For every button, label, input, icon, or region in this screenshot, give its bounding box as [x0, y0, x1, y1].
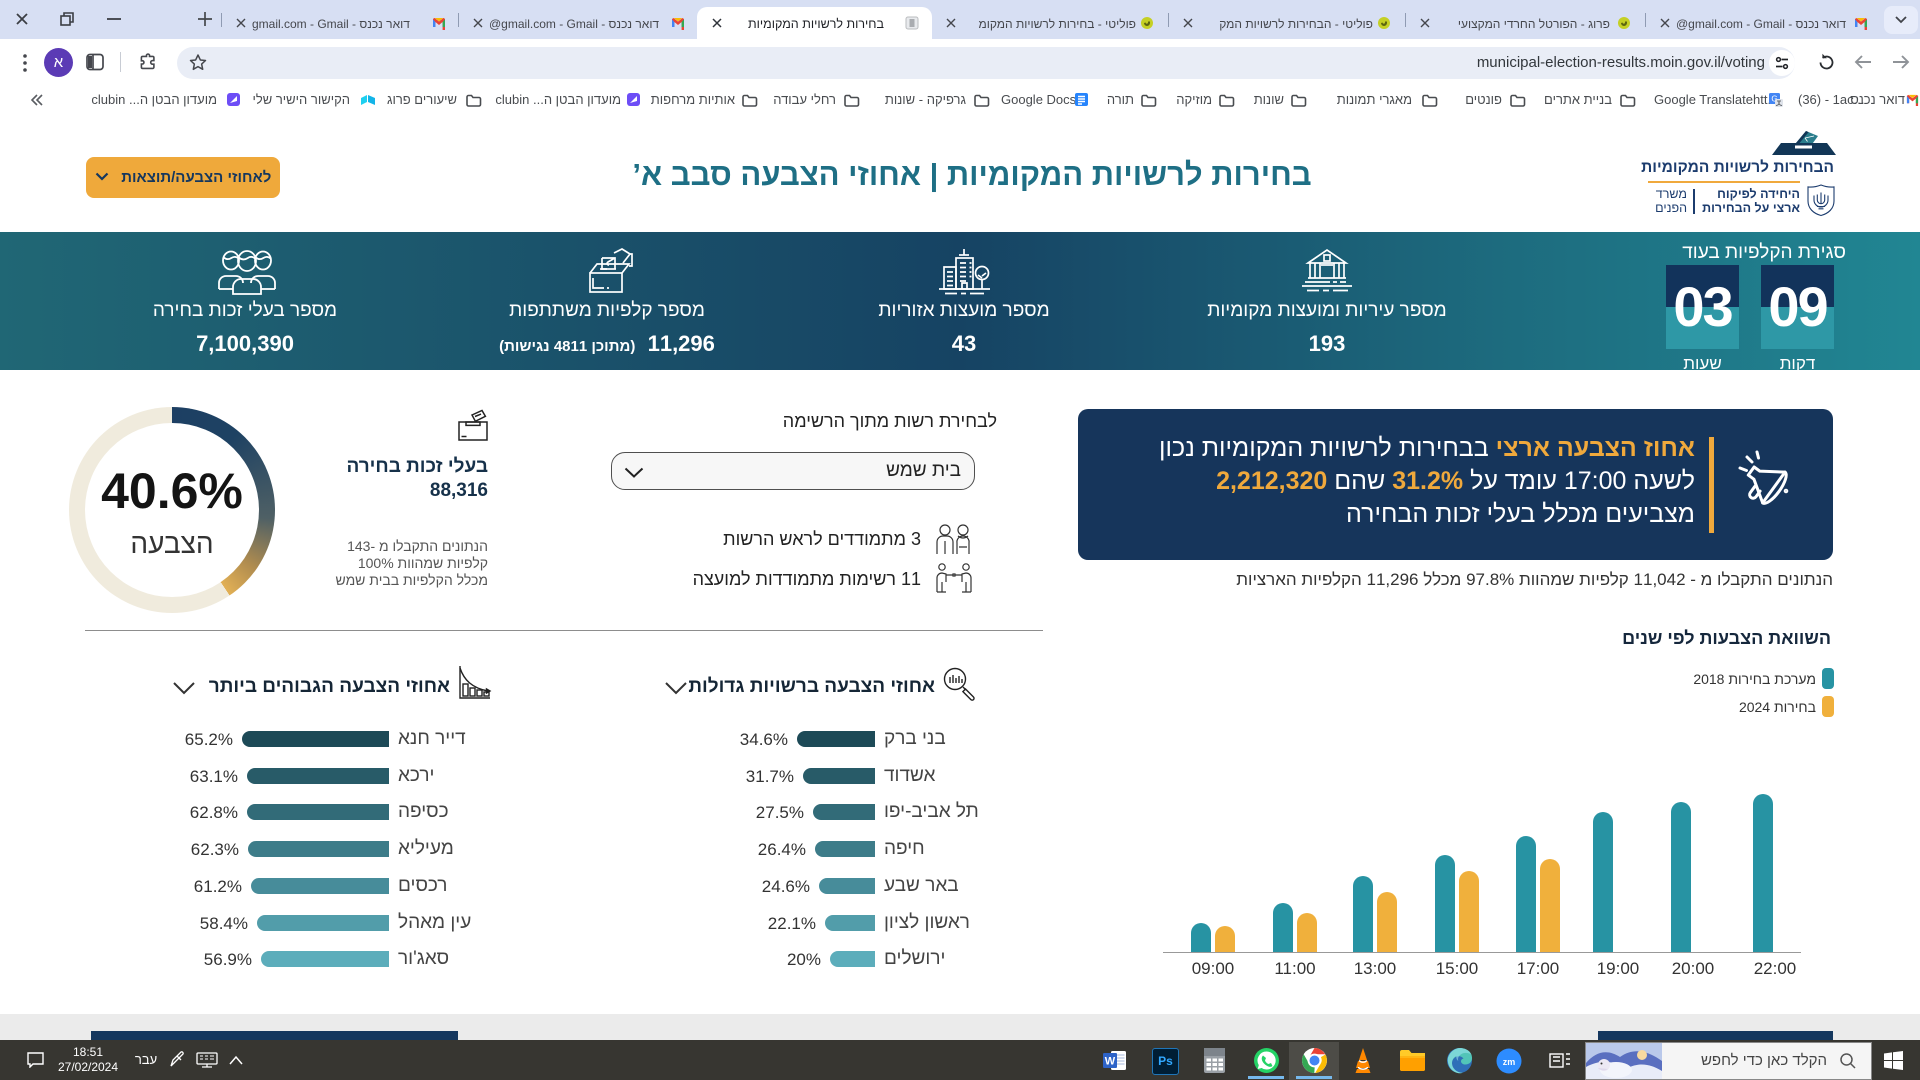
- svg-text:G: G: [1771, 95, 1777, 104]
- svg-text:W: W: [1105, 1056, 1116, 1068]
- svg-text:zm: zm: [1503, 1057, 1516, 1067]
